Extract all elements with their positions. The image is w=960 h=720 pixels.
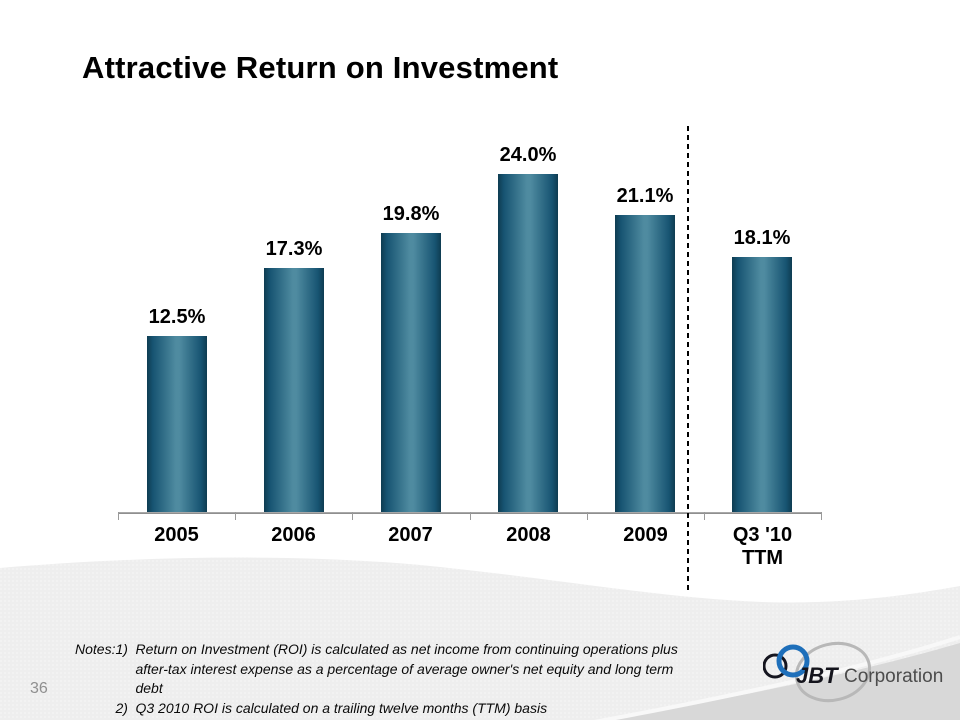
category-label-2006: 2006	[271, 524, 316, 546]
category-label-2008: 2008	[506, 524, 551, 546]
value-label-q3-10: 18.1%	[733, 227, 791, 249]
category-label-2007: 2007	[388, 524, 433, 546]
axis-tick	[704, 512, 705, 520]
notes: Notes: 1) Return on Investment (ROI) is …	[75, 640, 835, 718]
note-number: 1)	[115, 641, 128, 657]
axis-tick	[118, 512, 119, 520]
note-item-2: 2) Q3 2010 ROI is calculated on a traili…	[115, 699, 835, 719]
jbt-logo-corporation-text: Corporation	[844, 666, 943, 687]
axis-tick	[352, 512, 353, 520]
value-label-2006: 17.3%	[265, 238, 323, 260]
bar-q3-10	[732, 257, 792, 512]
value-label-2009: 21.1%	[616, 185, 674, 207]
x-axis-line	[118, 512, 821, 514]
value-label-2005: 12.5%	[148, 306, 206, 328]
notes-items: 1) Return on Investment (ROI) is calcula…	[115, 640, 835, 718]
background-wedge-highlight	[593, 635, 960, 720]
note-item-1: 1) Return on Investment (ROI) is calcula…	[115, 640, 835, 699]
page-title: Attractive Return on Investment	[82, 50, 559, 85]
value-label-2008: 24.0%	[499, 144, 557, 166]
jbt-logo-jbt-text: JBT	[796, 663, 839, 688]
axis-tick	[587, 512, 588, 520]
jbt-logo: JBT Corporation	[763, 641, 943, 703]
background-wave-texture	[0, 557, 960, 720]
period-separator-line	[687, 126, 689, 594]
jbt-logo-gray-swoosh-icon	[794, 641, 872, 703]
axis-tick	[821, 512, 822, 520]
bar-2005	[147, 336, 207, 512]
note-text: Q3 2010 ROI is calculated on a trailing …	[135, 699, 548, 716]
bar-2008	[498, 174, 558, 512]
category-label-2009: 2009	[623, 524, 668, 546]
axis-tick	[470, 512, 471, 520]
note-number: 2)	[115, 699, 128, 716]
jbt-logo-blue-ring-icon	[776, 644, 810, 678]
category-label-q3-10: Q3 '10 TTM	[732, 524, 793, 569]
bar-2006	[264, 268, 324, 512]
notes-label: Notes:	[75, 641, 116, 657]
category-label-2005: 2005	[154, 524, 199, 546]
note-text: Return on Investment (ROI) is calculated…	[135, 641, 678, 696]
page-number: 36	[30, 680, 48, 697]
background-wedge	[600, 643, 960, 720]
jbt-logo-black-ring-icon	[763, 653, 788, 679]
bar-2009	[615, 215, 675, 512]
value-label-2007: 19.8%	[382, 203, 440, 225]
bar-2007	[381, 233, 441, 512]
axis-tick	[235, 512, 236, 520]
